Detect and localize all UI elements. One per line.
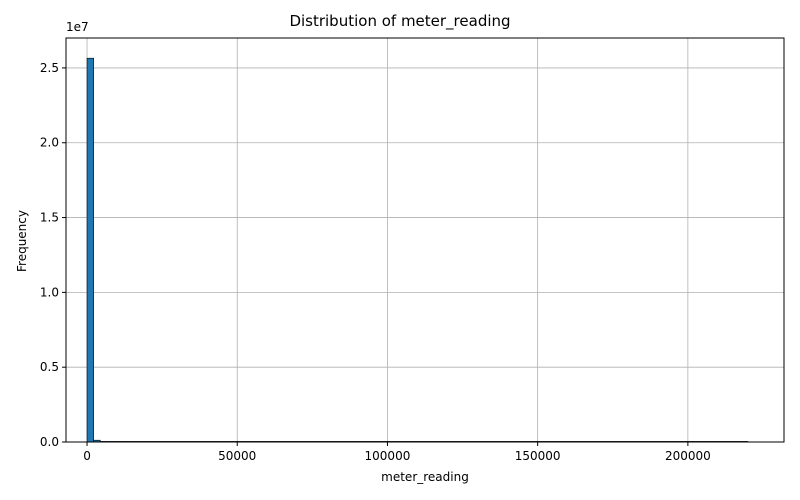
y-axis-offset-label: 1e7 xyxy=(66,20,89,34)
y-axis-label: Frequency xyxy=(15,210,29,272)
y-tick-label: 2.5 xyxy=(40,61,59,75)
y-tick-label: 0.5 xyxy=(40,360,59,374)
y-tick-label: 1.5 xyxy=(40,211,59,225)
plot-area xyxy=(65,37,785,443)
x-axis-label: meter_reading xyxy=(381,470,469,484)
x-tick-label: 200000 xyxy=(665,449,711,463)
y-tick-label: 1.0 xyxy=(40,285,59,299)
x-axis: 0 50000 100000 150000 200000 xyxy=(83,442,711,463)
grid-lines xyxy=(66,38,784,443)
histogram-bar xyxy=(86,57,94,443)
x-tick-label: 100000 xyxy=(365,449,411,463)
x-tick-label: 50000 xyxy=(218,449,256,463)
y-axis: 0.0 0.5 1.0 1.5 2.0 2.5 xyxy=(40,61,66,449)
y-tick-label: 0.0 xyxy=(40,435,59,449)
histogram-bars xyxy=(86,57,749,443)
chart-title: Distribution of meter_reading xyxy=(289,12,511,30)
x-tick-label: 0 xyxy=(83,449,91,463)
x-tick-label: 150000 xyxy=(515,449,561,463)
y-tick-label: 2.0 xyxy=(40,136,59,150)
